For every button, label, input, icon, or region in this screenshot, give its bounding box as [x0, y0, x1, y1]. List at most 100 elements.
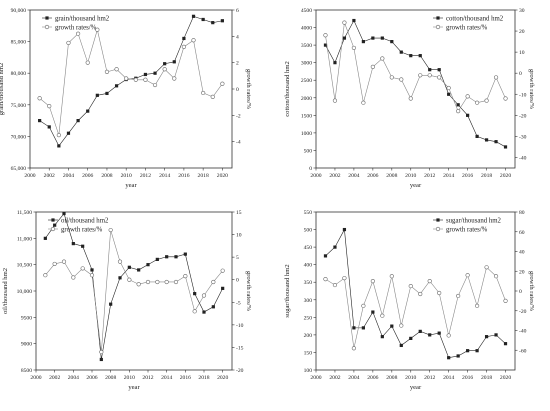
data-point-square — [399, 50, 403, 54]
y-tick-label: 0 — [309, 166, 312, 172]
data-point-square — [163, 62, 167, 66]
data-point-circle — [361, 303, 366, 308]
data-point-circle — [164, 279, 169, 285]
data-point-square — [456, 103, 460, 107]
legend-marker-circle — [435, 24, 441, 30]
x-tick-label: 2014 — [161, 375, 172, 381]
data-point-square — [484, 335, 489, 339]
data-point-square — [428, 68, 432, 72]
data-point-circle — [351, 346, 357, 351]
x-tick-label: 2008 — [386, 375, 397, 381]
legend-marker-square — [436, 218, 440, 222]
y2-tick-label: -20 — [519, 113, 527, 119]
x-tick-label: 2012 — [424, 375, 435, 381]
y2-tick-label: 20 — [519, 29, 525, 35]
y2-tick-label: -40 — [519, 155, 527, 161]
x-tick-label: 2018 — [481, 375, 492, 381]
data-point-circle — [427, 279, 432, 284]
y2-tick-label: -60 — [519, 348, 527, 354]
series-line-1 — [45, 212, 223, 360]
data-point-square — [38, 119, 42, 123]
data-point-circle — [124, 76, 129, 81]
data-point-circle — [474, 100, 480, 105]
x-tick-label: 2014 — [159, 173, 170, 179]
data-point-circle — [456, 293, 461, 299]
x-tick-label: 2018 — [481, 173, 492, 179]
plot-frame — [315, 211, 516, 371]
data-point-square — [191, 14, 196, 18]
legend-label: grain/thousand hm2 — [55, 15, 110, 22]
x-tick-label: 2000 — [310, 375, 321, 381]
data-point-circle — [80, 266, 85, 271]
legend-marker-square — [45, 16, 49, 20]
y-tick-label: 70,000 — [11, 134, 27, 140]
y2-tick-label: -40 — [519, 329, 527, 335]
y2-axis-label: growth rates/% — [528, 69, 535, 110]
data-point-circle — [201, 293, 207, 298]
y-tick-label: 75,000 — [11, 103, 27, 109]
data-point-square — [361, 326, 365, 330]
data-point-circle — [503, 298, 508, 303]
data-point-square — [202, 310, 206, 314]
y2-tick-label: -10 — [519, 92, 527, 98]
x-axis-label: year — [128, 384, 140, 391]
data-point-circle — [342, 20, 347, 25]
data-point-square — [371, 310, 375, 314]
data-point-square — [137, 268, 141, 272]
data-point-circle — [172, 76, 177, 81]
y2-tick-label: 0 — [236, 87, 239, 93]
data-point-circle — [211, 279, 216, 285]
x-tick-label: 2002 — [49, 375, 60, 381]
data-point-square — [105, 91, 109, 96]
data-point-circle — [71, 275, 76, 280]
x-tick-label: 2000 — [24, 173, 35, 179]
y-axis-label: sugar/thousand hm2 — [284, 264, 291, 317]
data-point-square — [466, 349, 470, 353]
data-point-circle — [474, 303, 480, 308]
x-tick-label: 2006 — [367, 173, 378, 179]
legend-label: growth rates/% — [446, 24, 488, 31]
data-point-square — [456, 354, 460, 358]
x-tick-label: 2004 — [348, 173, 359, 179]
data-point-square — [183, 252, 187, 256]
data-point-square — [53, 223, 57, 227]
x-tick-label: 2012 — [140, 173, 151, 179]
data-point-square — [371, 36, 375, 40]
data-point-circle — [127, 277, 132, 282]
data-point-circle — [89, 273, 95, 278]
plot-frame — [35, 211, 233, 371]
legend-label: cotton/thousand hm2 — [446, 15, 504, 22]
data-point-circle — [155, 279, 160, 285]
data-point-circle — [446, 85, 451, 91]
legend-marker-square — [436, 16, 440, 20]
data-point-square — [418, 54, 422, 58]
data-point-circle — [136, 282, 141, 287]
data-point-circle — [323, 33, 328, 38]
data-point-circle — [114, 67, 119, 72]
series-line-2 — [325, 22, 506, 112]
data-point-circle — [43, 273, 48, 278]
x-tick-label: 2004 — [348, 375, 359, 381]
data-point-circle — [191, 38, 196, 43]
y-tick-label: 11,500 — [17, 210, 32, 216]
chart-3: 2000 2002 2004 2006 2008 2010 2012 2014 2016 2018… — [2, 210, 252, 391]
data-point-circle — [503, 96, 508, 101]
y2-tick-label: 2 — [236, 61, 239, 67]
data-point-circle — [437, 290, 442, 296]
data-point-square — [57, 144, 61, 148]
y-tick-label: 2000 — [301, 96, 312, 102]
data-point-square — [447, 92, 451, 96]
data-point-circle — [370, 279, 375, 284]
data-point-square — [193, 292, 197, 296]
y-tick-label: 250 — [304, 315, 313, 321]
y2-tick-label: 10 — [236, 233, 242, 239]
data-point-square — [211, 305, 215, 309]
x-tick-label: 2020 — [217, 173, 228, 179]
y-tick-label: 550 — [304, 210, 313, 216]
data-point-circle — [210, 94, 215, 99]
x-tick-label: 2020 — [500, 173, 511, 179]
x-tick-label: 2020 — [500, 375, 511, 381]
y-axis-label: grain/thousand hm2 — [0, 63, 5, 116]
x-tick-label: 2020 — [217, 375, 228, 381]
data-point-circle — [56, 132, 61, 138]
